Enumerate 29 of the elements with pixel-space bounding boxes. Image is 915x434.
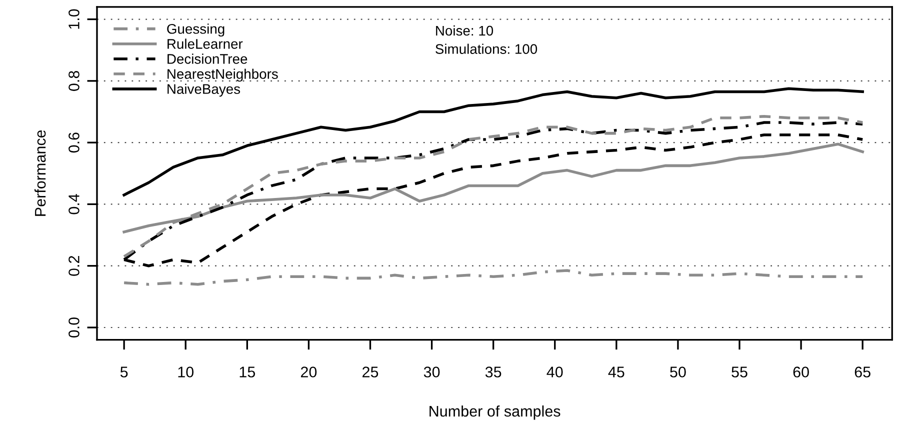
x-tick-label: 65: [854, 366, 870, 378]
legend-label: DecisionTree: [168, 54, 248, 64]
y-axis-title: Performance: [34, 130, 46, 216]
y-tick-label: 0.4: [68, 194, 80, 214]
x-tick-label: 10: [178, 366, 194, 378]
x-tick-label: 25: [362, 366, 378, 378]
y-tick-label: 0.2: [68, 256, 80, 276]
y-tick-label: 0.6: [68, 132, 80, 153]
legend-label: NaiveBayes: [168, 84, 240, 97]
y-tick-label: 0.8: [68, 70, 80, 91]
legend-label: RuleLearner: [168, 38, 243, 49]
x-tick-label: 55: [732, 366, 748, 378]
x-tick-label: 20: [300, 366, 317, 378]
x-tick-label: 35: [485, 366, 502, 378]
x-tick-label: 45: [608, 366, 624, 378]
y-tick-label: 1.0: [68, 9, 80, 29]
x-tick-label: 15: [240, 366, 256, 378]
legend-label: NearestNeighbors: [168, 68, 278, 82]
line-series: [122, 269, 864, 286]
annotation: Simulations: 100: [436, 44, 538, 54]
y-tick-label: 0.0: [68, 317, 80, 338]
x-tick-label: 30: [424, 366, 440, 378]
x-tick-label: 50: [670, 366, 686, 378]
x-tick-label: 5: [120, 366, 128, 378]
x-tick-label: 60: [793, 366, 809, 378]
annotation: Noise: 10: [436, 25, 494, 36]
x-tick-label: 40: [546, 366, 563, 378]
x-axis-title: Number of samples: [430, 405, 560, 420]
legend-label: Guessing: [167, 24, 224, 37]
